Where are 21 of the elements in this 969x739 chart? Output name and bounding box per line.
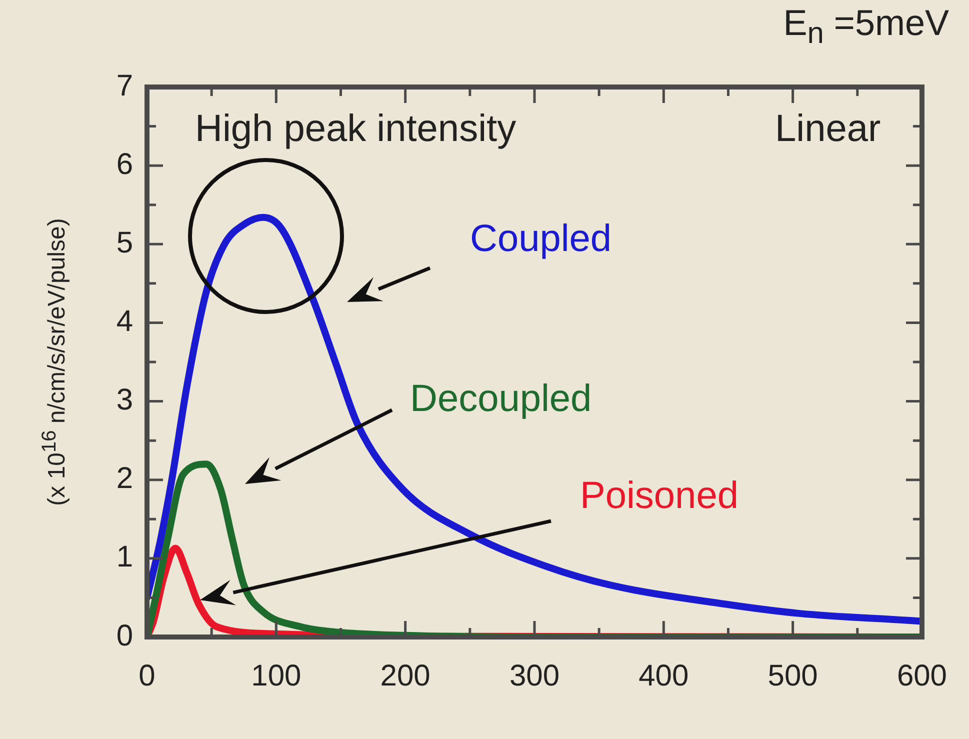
text: Poisoned xyxy=(580,475,738,518)
y-tick-label: 3 xyxy=(116,384,133,417)
x-tick-label: 500 xyxy=(768,659,818,692)
y-tick-label: 1 xyxy=(116,540,133,574)
y-tick-label: 4 xyxy=(116,304,133,338)
y-tick-label: 2 xyxy=(116,462,133,496)
x-tick-label: 600 xyxy=(896,659,948,692)
chart-title: E$_{n}$ =5meV xyxy=(783,2,949,52)
annotation: High peak intensity xyxy=(195,108,516,151)
y-tick-label: 0 xyxy=(116,619,133,652)
x-tick-label: 400 xyxy=(638,659,689,692)
x-tick-label: 200 xyxy=(380,659,430,692)
x-tick-label: 0 xyxy=(138,659,156,692)
y-tick-label: 6 xyxy=(116,148,133,181)
x-tick-label: 100 xyxy=(251,659,302,692)
y-tick-label: 7 xyxy=(116,69,133,102)
annotation: Linear xyxy=(775,108,881,151)
y-tick-label: 5 xyxy=(116,226,133,260)
text: Decoupled xyxy=(410,378,592,421)
x-tick-label: 300 xyxy=(509,659,560,692)
text: Coupled xyxy=(470,218,612,261)
